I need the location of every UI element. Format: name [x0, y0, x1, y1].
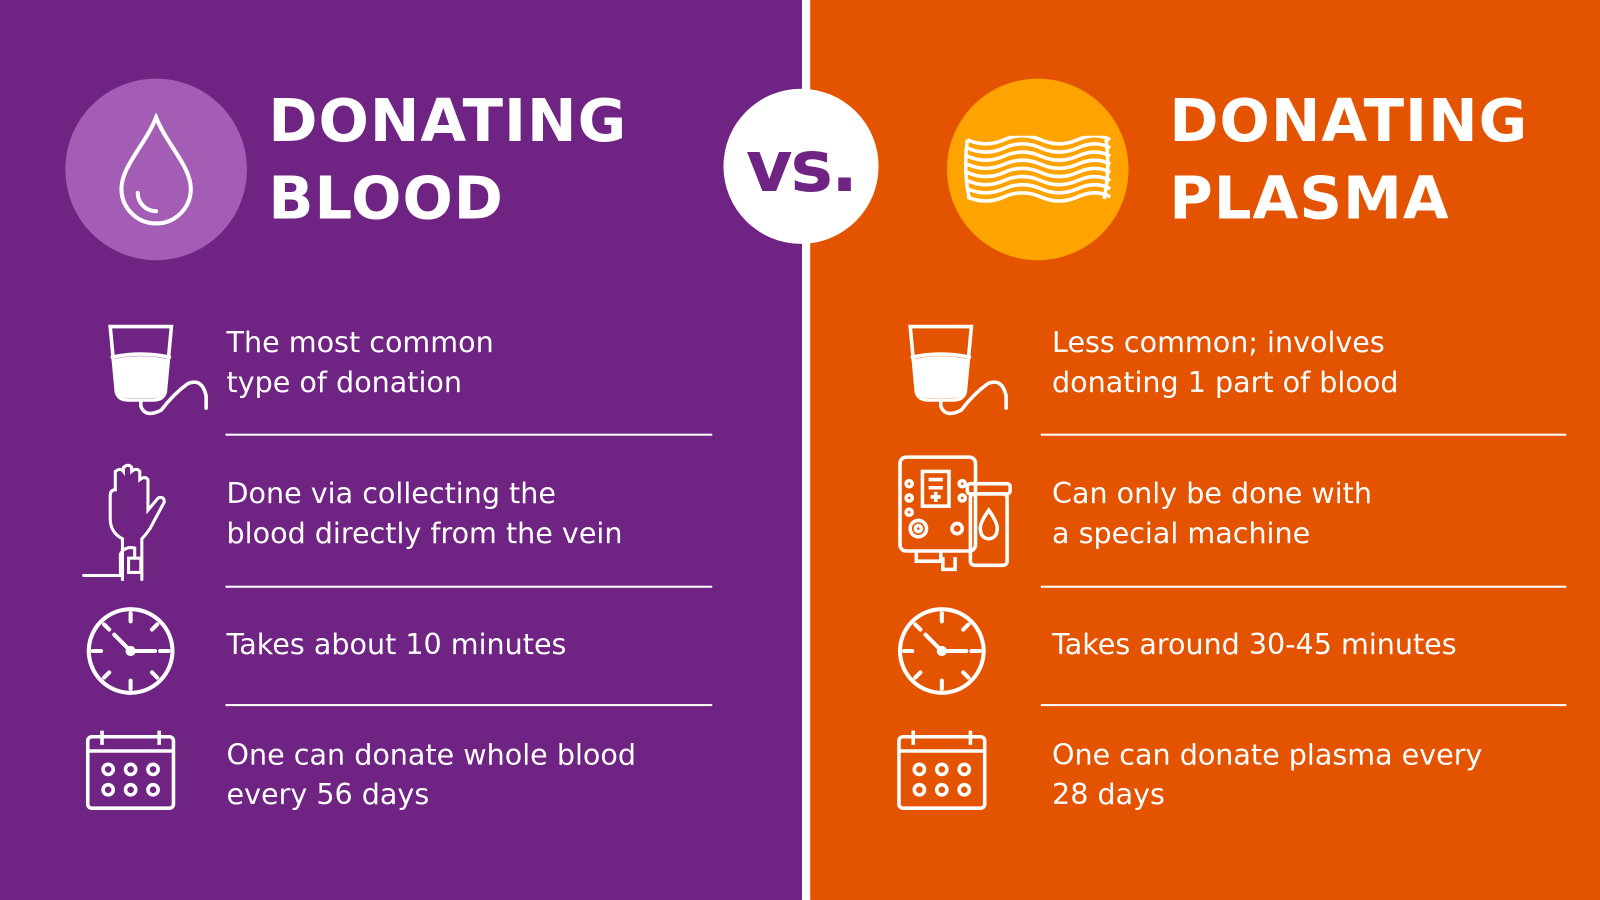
row-line: Done via collecting the — [226, 476, 556, 511]
title-line: DONATING — [268, 85, 628, 156]
row-divider — [225, 433, 713, 436]
calendar-icon — [895, 729, 989, 817]
plasma-row-text: One can donate plasma every 28 days — [1052, 735, 1482, 815]
blood-bag-icon — [896, 322, 1018, 423]
row-line: One can donate whole blood — [226, 737, 637, 772]
row-line: Takes around 30-45 minutes — [1052, 627, 1457, 662]
vs-badge: vs. — [723, 88, 879, 244]
title-line: DONATING — [1169, 85, 1529, 156]
row-divider — [225, 585, 713, 588]
title-line: PLASMA — [1169, 163, 1450, 233]
row-line: The most common — [226, 325, 494, 360]
row-line: type of donation — [226, 365, 463, 399]
hand-iv-icon — [82, 461, 174, 588]
blood-title: DONATING BLOOD — [268, 82, 627, 237]
row-divider — [1040, 585, 1567, 588]
plasma-row-text: Less common; involves donating 1 part of … — [1052, 322, 1398, 402]
plasma-title: DONATING PLASMA — [1169, 82, 1528, 237]
blood-bag-icon — [96, 322, 218, 423]
blood-row-text: The most common type of donation — [227, 322, 494, 402]
blood-drop-icon — [65, 78, 247, 261]
row-divider — [1040, 704, 1567, 707]
row-line: a special machine — [1052, 516, 1311, 550]
row-line: 28 days — [1052, 777, 1165, 812]
plasma-row-text: Takes around 30-45 minutes — [1052, 624, 1457, 664]
row-line: every 56 days — [226, 777, 430, 812]
calendar-icon — [84, 729, 178, 817]
row-line: Less common; involves — [1052, 325, 1385, 360]
blood-row-text: Done via collecting the blood directly fr… — [227, 473, 623, 553]
row-line: Takes about 10 minutes — [226, 627, 567, 662]
blood-row-text: One can donate whole blood every 56 days — [227, 735, 636, 815]
clock-icon — [895, 604, 989, 702]
divider — [802, 0, 811, 900]
clock-icon — [84, 604, 178, 702]
title-line: BLOOD — [268, 163, 504, 233]
row-line: One can donate plasma every — [1052, 737, 1483, 772]
plasma-machine-icon — [896, 453, 1016, 577]
row-line: donating 1 part of blood — [1052, 365, 1399, 399]
row-line: blood directly from the vein — [226, 516, 623, 550]
blood-row-text: Takes about 10 minutes — [227, 624, 567, 664]
vs-text: vs. — [745, 124, 858, 209]
row-divider — [225, 704, 713, 707]
row-line: Can only be done with — [1052, 476, 1373, 511]
row-divider — [1040, 433, 1567, 436]
plasma-waves-icon — [946, 78, 1129, 261]
plasma-row-text: Can only be done with a special machine — [1052, 473, 1372, 553]
